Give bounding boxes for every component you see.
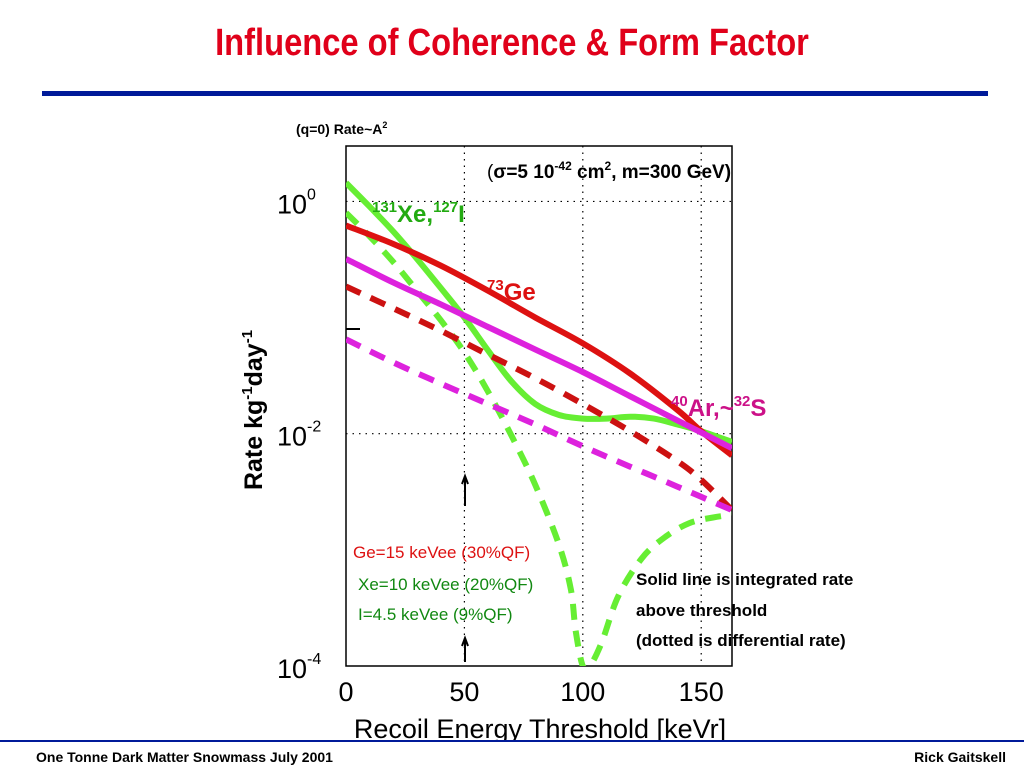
- y-tick-label: 100: [277, 186, 316, 219]
- series-line-ar-differential: [346, 336, 732, 513]
- y-axis-label: Rate kg-1day-1: [239, 330, 268, 490]
- x-tick-label: 150: [679, 677, 724, 707]
- y-tick-label: 10-2: [277, 419, 321, 452]
- note-line: (dotted is differential rate): [636, 631, 846, 650]
- q0-rate-label: (q=0) Rate~A2: [296, 120, 387, 137]
- series-line-ge-differential: [346, 283, 732, 513]
- note-line: Solid line is integrated rate: [636, 570, 853, 589]
- series-group: [346, 180, 732, 666]
- footer-event: One Tonne Dark Matter Snowmass July 2001: [36, 749, 333, 765]
- ar-s-series-label: 40Ar,~32S: [671, 393, 766, 422]
- threshold-i-label: I=4.5 keVee (9%QF): [358, 605, 513, 624]
- y-tick-label: 10-4: [277, 651, 321, 684]
- xe-i-series-label: 131Xe,127I: [372, 199, 465, 228]
- title-rule: [42, 91, 988, 96]
- plot-frame: [345, 145, 733, 667]
- ge-series-label: 73Ge: [487, 277, 536, 306]
- y-axis-ticks: 100 10-2 10-4: [277, 186, 321, 684]
- grid: [346, 146, 732, 666]
- threshold-xe-label: Xe=10 keVee (20%QF): [358, 575, 533, 594]
- threshold-arrow-lower: [461, 635, 469, 662]
- cross-section-label: (σ=5 10-42 cm2, m=300 GeV): [487, 159, 731, 183]
- footer-author: Rick Gaitskell: [914, 749, 1006, 765]
- x-tick-label: 100: [560, 677, 605, 707]
- x-axis-label: Recoil Energy Threshold [keVr]: [354, 714, 726, 740]
- note-line: above threshold: [636, 601, 767, 620]
- rate-chart: 100 10-2 10-4 0 50 100 150 (q=0) Rate~A2 (σ=5…: [239, 120, 853, 740]
- footer-rule: [0, 740, 1024, 742]
- x-tick-label: 0: [338, 677, 353, 707]
- x-axis-ticks: 0 50 100 150: [338, 677, 723, 707]
- x-tick-label: 50: [449, 677, 479, 707]
- series-line-ar-integrated: [346, 256, 732, 451]
- threshold-arrow-upper: [461, 473, 469, 506]
- series-line-ge-integrated: [346, 222, 732, 458]
- slide-title: Influence of Coherence & Form Factor: [215, 22, 809, 64]
- threshold-ge-label: Ge=15 keVee (30%QF): [353, 543, 530, 562]
